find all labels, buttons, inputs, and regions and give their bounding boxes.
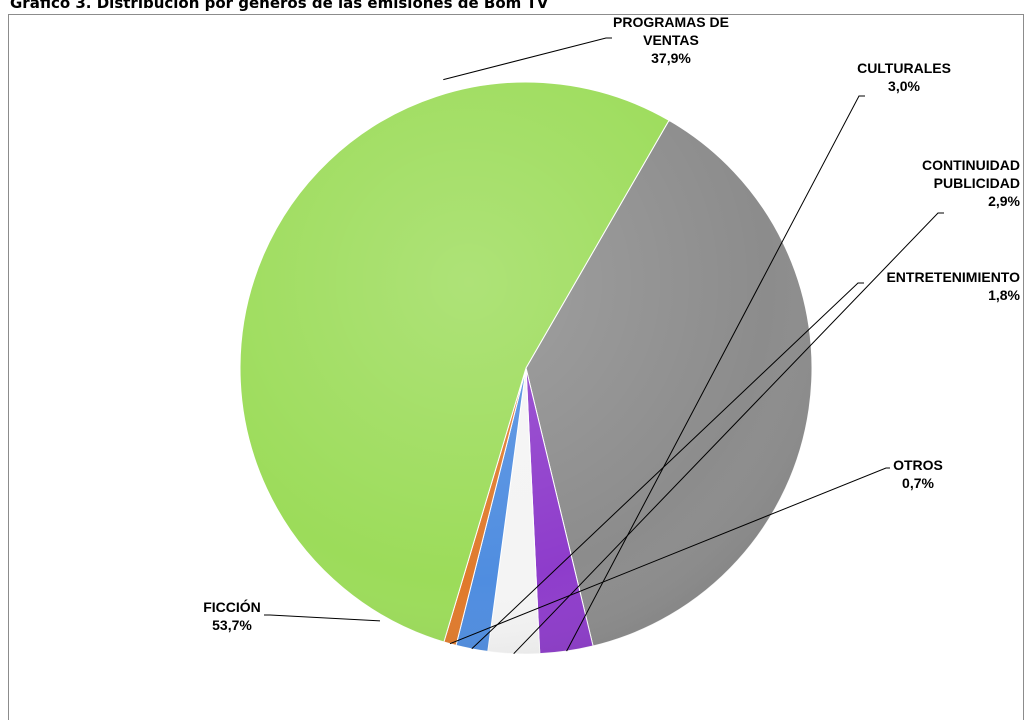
data-label-value-ficcion: 53,7% [212,617,252,633]
data-label-value-continuidad-publicidad: 2,9% [988,193,1020,209]
data-label-value-entretenimiento: 1,8% [988,287,1020,303]
chart-frame [8,14,1024,720]
data-label-name-culturales: CULTURALES [857,60,951,76]
leader-line-continuidad-publicidad [513,212,944,655]
leader-line-otros [449,467,890,645]
data-label-name-programas-de-ventas: PROGRAMAS DE [613,14,729,30]
leader-line-ficcion [264,614,381,622]
leader-line-entretenimiento [471,282,864,650]
data-label-name-continuidad-publicidad: PUBLICIDAD [934,175,1020,191]
chart-title: Gráfico 3. Distribución por géneros de l… [10,0,549,12]
data-label-name-continuidad-publicidad: CONTINUIDAD [922,157,1020,173]
data-label-name-otros: OTROS [893,457,943,473]
data-label-value-otros: 0,7% [902,475,934,491]
data-label-name-entretenimiento: ENTRETENIMIENTO [886,269,1020,285]
data-label-name-programas-de-ventas: VENTAS [643,32,699,48]
data-label-name-ficcion: FICCIÓN [203,598,261,615]
data-label-value-culturales: 3,0% [888,78,920,94]
data-label-value-programas-de-ventas: 37,9% [651,50,691,66]
leader-line-programas-de-ventas [443,37,612,81]
